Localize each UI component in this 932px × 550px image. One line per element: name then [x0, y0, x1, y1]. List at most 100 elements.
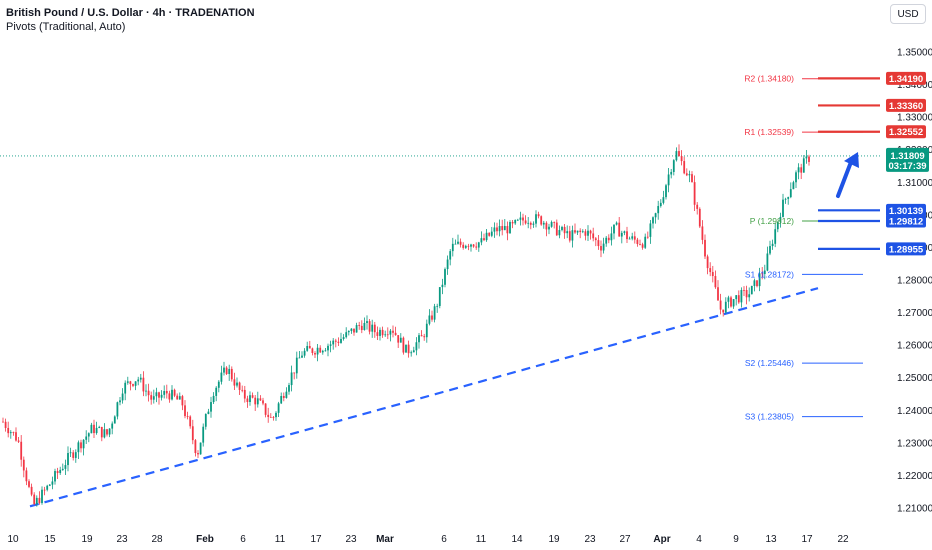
- candle-down: [472, 244, 475, 248]
- candle-down: [28, 479, 30, 489]
- svg-text:1.34190: 1.34190: [889, 74, 923, 85]
- candle-up: [277, 401, 280, 418]
- support-price-badge: 1.28955: [886, 242, 926, 256]
- candle-down: [360, 320, 363, 334]
- candle-down: [706, 254, 709, 275]
- candle-up: [160, 390, 163, 401]
- candle-down: [522, 213, 524, 226]
- candle-up: [298, 351, 301, 359]
- candle-down: [392, 325, 394, 338]
- candle-down: [132, 383, 134, 388]
- candle-up: [288, 382, 290, 395]
- candle-up: [561, 225, 563, 232]
- candle-up: [672, 159, 675, 176]
- y-tick-label: 1.26000: [897, 341, 932, 352]
- countdown-timer: 03:17:39: [888, 161, 926, 172]
- candle-down: [636, 237, 639, 247]
- candle-down: [704, 234, 706, 259]
- candle-up: [605, 235, 608, 247]
- candle-up: [212, 392, 215, 405]
- candle-up: [493, 222, 496, 238]
- pivot-label: S2 (1.25446): [745, 358, 794, 368]
- candle-up: [145, 384, 147, 397]
- candle-down: [368, 318, 371, 335]
- candle-up: [787, 196, 790, 205]
- candle-up: [67, 446, 69, 472]
- candle-down: [168, 390, 171, 403]
- candle-up: [665, 183, 667, 200]
- candle-up: [657, 200, 660, 220]
- x-tick-label: 27: [619, 534, 631, 545]
- candle-down: [600, 240, 602, 258]
- support-price-badge: 1.30139: [886, 203, 926, 217]
- candle-up: [178, 392, 181, 400]
- candle-down: [20, 435, 23, 467]
- candle-up: [220, 365, 223, 385]
- candle-up: [217, 380, 220, 393]
- candle-down: [142, 371, 145, 397]
- candle-up: [805, 150, 808, 164]
- candle-up: [121, 388, 124, 404]
- candle-down: [165, 384, 168, 399]
- x-tick-label: 11: [476, 534, 487, 545]
- candle-up: [535, 210, 537, 228]
- candle-up: [623, 230, 626, 236]
- svg-text:1.28955: 1.28955: [889, 244, 924, 255]
- candle-down: [381, 326, 384, 338]
- candle-up: [425, 319, 428, 343]
- candle-up: [753, 278, 756, 292]
- x-tick-label: 9: [733, 534, 739, 545]
- candle-down: [579, 228, 582, 239]
- symbol-title[interactable]: British Pound / U.S. Dollar · 4h · TRADE…: [6, 7, 255, 19]
- candle-up: [155, 387, 158, 403]
- trendline[interactable]: [29, 287, 819, 508]
- key-levels-layer: [818, 77, 880, 250]
- pivot-label: P (1.29812): [750, 216, 794, 226]
- candle-up: [628, 236, 631, 240]
- candle-down: [524, 215, 527, 225]
- y-tick-label: 1.31000: [897, 178, 932, 189]
- candle-up: [418, 333, 420, 349]
- candle-down: [730, 295, 732, 308]
- candle-up: [116, 401, 119, 420]
- candle-up: [464, 244, 467, 249]
- candle-up: [9, 430, 12, 439]
- y-tick-label: 1.22000: [897, 471, 932, 482]
- x-tick-label: 17: [310, 534, 322, 545]
- candle-down: [568, 225, 571, 243]
- candle-down: [537, 211, 540, 219]
- candle-up: [199, 442, 202, 455]
- indicator-title[interactable]: Pivots (Traditional, Auto): [6, 21, 126, 33]
- candle-down: [607, 234, 610, 244]
- pivot-s2: S2 (1.25446): [745, 358, 863, 368]
- candle-up: [345, 327, 348, 339]
- candle-down: [147, 383, 150, 402]
- price-axis[interactable]: 1.350001.340001.330001.320001.310001.300…: [897, 48, 932, 515]
- currency-button[interactable]: USD: [890, 4, 926, 24]
- candle-up: [620, 230, 623, 244]
- candle-down: [545, 221, 548, 237]
- candle-up: [436, 303, 439, 313]
- candle-down: [685, 168, 688, 177]
- candle-up: [329, 340, 332, 353]
- candle-up: [98, 425, 101, 429]
- x-tick-label: Mar: [376, 534, 394, 545]
- candle-up: [670, 168, 673, 179]
- y-tick-label: 1.23000: [897, 438, 932, 449]
- candle-up: [384, 330, 387, 337]
- candle-down: [423, 333, 426, 341]
- time-axis[interactable]: 10 15 19 23 28 Feb 6 11 17 23 Mar 6 11 14 19 23 27 Apr 4 9 1…: [7, 534, 849, 545]
- candle-down: [714, 270, 717, 289]
- candle-down: [262, 397, 264, 406]
- candle-down: [191, 419, 194, 445]
- candle-down: [150, 391, 153, 405]
- candle-up: [410, 350, 413, 357]
- candles-layer: [2, 144, 810, 507]
- candle-up: [249, 391, 251, 406]
- candle-down: [2, 417, 4, 423]
- candle-down: [639, 239, 641, 246]
- candle-down: [189, 415, 192, 429]
- candle-down: [272, 415, 275, 421]
- candle-up: [350, 328, 353, 334]
